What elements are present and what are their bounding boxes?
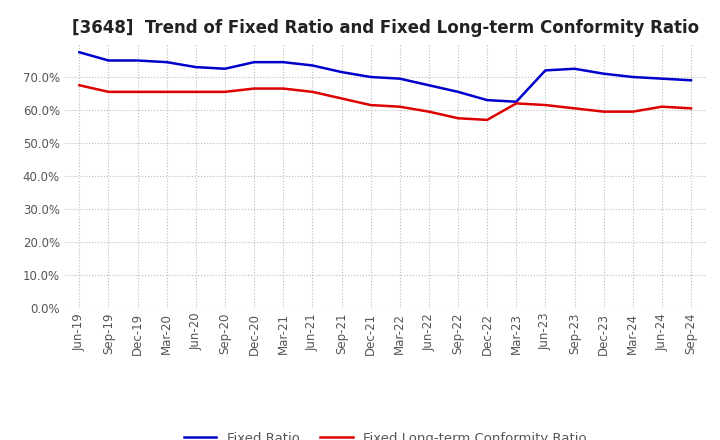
Fixed Long-term Conformity Ratio [599,109,608,114]
Fixed Long-term Conformity Ratio [570,106,579,111]
Fixed Long-term Conformity Ratio [192,89,200,95]
Fixed Ratio [599,71,608,76]
Fixed Ratio [425,83,433,88]
Fixed Ratio [133,58,142,63]
Legend: Fixed Ratio, Fixed Long-term Conformity Ratio: Fixed Ratio, Fixed Long-term Conformity … [177,425,593,440]
Fixed Long-term Conformity Ratio [163,89,171,95]
Fixed Ratio [629,74,637,80]
Fixed Ratio [366,74,375,80]
Fixed Ratio [395,76,404,81]
Fixed Long-term Conformity Ratio [250,86,258,91]
Fixed Ratio [512,99,521,104]
Fixed Ratio [192,64,200,70]
Fixed Long-term Conformity Ratio [512,101,521,106]
Fixed Ratio [657,76,666,81]
Fixed Ratio [541,68,550,73]
Fixed Ratio [570,66,579,71]
Fixed Ratio [337,70,346,75]
Fixed Long-term Conformity Ratio [657,104,666,109]
Fixed Long-term Conformity Ratio [687,106,696,111]
Fixed Long-term Conformity Ratio [75,83,84,88]
Fixed Long-term Conformity Ratio [541,103,550,108]
Fixed Ratio [687,77,696,83]
Fixed Long-term Conformity Ratio [279,86,287,91]
Fixed Long-term Conformity Ratio [395,104,404,109]
Fixed Long-term Conformity Ratio [308,89,317,95]
Fixed Long-term Conformity Ratio [104,89,113,95]
Fixed Long-term Conformity Ratio [337,96,346,101]
Line: Fixed Long-term Conformity Ratio: Fixed Long-term Conformity Ratio [79,85,691,120]
Fixed Long-term Conformity Ratio [629,109,637,114]
Fixed Ratio [483,97,492,103]
Title: [3648]  Trend of Fixed Ratio and Fixed Long-term Conformity Ratio: [3648] Trend of Fixed Ratio and Fixed Lo… [71,19,699,37]
Fixed Long-term Conformity Ratio [483,117,492,122]
Fixed Long-term Conformity Ratio [454,116,462,121]
Fixed Long-term Conformity Ratio [366,103,375,108]
Fixed Ratio [308,63,317,68]
Line: Fixed Ratio: Fixed Ratio [79,52,691,102]
Fixed Ratio [75,50,84,55]
Fixed Ratio [163,59,171,65]
Fixed Ratio [104,58,113,63]
Fixed Long-term Conformity Ratio [220,89,229,95]
Fixed Ratio [250,59,258,65]
Fixed Ratio [279,59,287,65]
Fixed Ratio [220,66,229,71]
Fixed Ratio [454,89,462,95]
Fixed Long-term Conformity Ratio [133,89,142,95]
Fixed Long-term Conformity Ratio [425,109,433,114]
